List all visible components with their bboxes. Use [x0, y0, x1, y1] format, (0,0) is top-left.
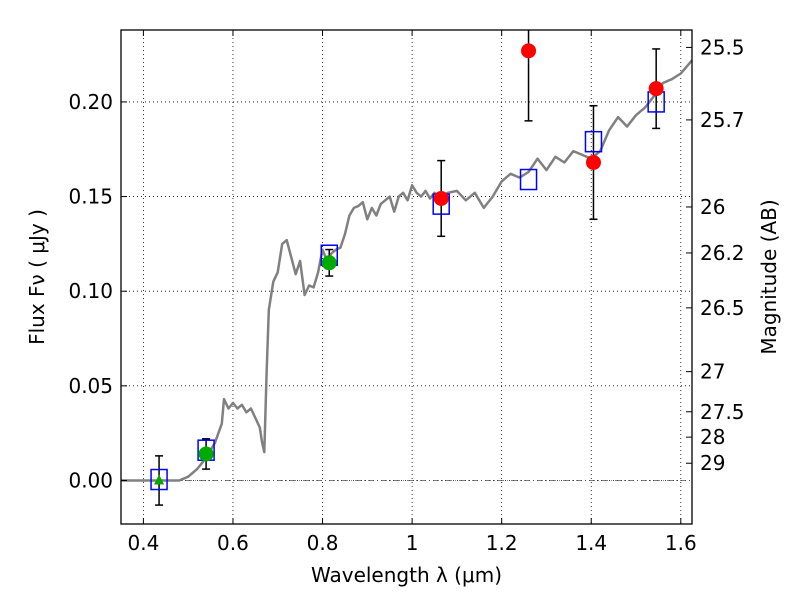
y-tick-label: 0.20 [68, 90, 113, 114]
x-tick-label: 0.6 [217, 531, 249, 555]
y2-tick-label: 26.2 [700, 241, 745, 265]
upper-limit-marker [154, 474, 165, 485]
x-tick-label: 0.4 [127, 531, 159, 555]
y2-axis-label: Magnitude (AB) [757, 199, 781, 354]
nir-data-point [648, 81, 664, 97]
plot-frame [120, 29, 693, 525]
y-tick-label: 0.00 [68, 468, 113, 492]
model-spectrum [121, 59, 693, 482]
nir-data-point [585, 154, 601, 170]
y2-tick-label: 27 [700, 360, 725, 384]
data-points [154, 43, 664, 485]
y2-tick-label: 28 [700, 425, 725, 449]
y-tick-label: 0.10 [68, 279, 113, 303]
x-axis-label: Wavelength λ (μm) [311, 563, 502, 587]
model-band-box [150, 468, 168, 491]
y-tick-label: 0.15 [68, 185, 113, 209]
x-tick-label: 1 [406, 531, 419, 555]
x-axis-ticks: 0.4 0.6 0.8 1 1.2 1.4 1.6 [127, 30, 697, 555]
nir-data-point [521, 43, 537, 59]
x-tick-label: 1.2 [486, 531, 518, 555]
model-spectrum-line [121, 59, 693, 482]
optical-data-point [321, 255, 337, 271]
model-band-markers [150, 91, 665, 491]
model-band-box [584, 130, 603, 153]
y2-tick-label: 29 [700, 451, 725, 475]
nir-data-point [433, 190, 449, 206]
y2-tick-label: 25.5 [700, 35, 745, 59]
x-tick-label: 1.6 [665, 531, 697, 555]
x-tick-label: 0.8 [307, 531, 339, 555]
y2-tick-label: 25.7 [700, 108, 745, 132]
y-axis-label: Flux Fν ( μJy ) [25, 209, 49, 345]
x-tick-label: 1.4 [575, 531, 607, 555]
y2-tick-label: 26.5 [700, 296, 745, 320]
y2-tick-label: 26 [700, 195, 725, 219]
y-axis-ticks: 0.00 0.05 0.10 0.15 0.20 [68, 90, 127, 492]
error-bars [155, 30, 661, 506]
optical-data-point [198, 446, 214, 462]
y-tick-label: 0.05 [68, 374, 113, 398]
y2-tick-label: 27.5 [700, 400, 745, 424]
model-band-box [519, 168, 538, 191]
